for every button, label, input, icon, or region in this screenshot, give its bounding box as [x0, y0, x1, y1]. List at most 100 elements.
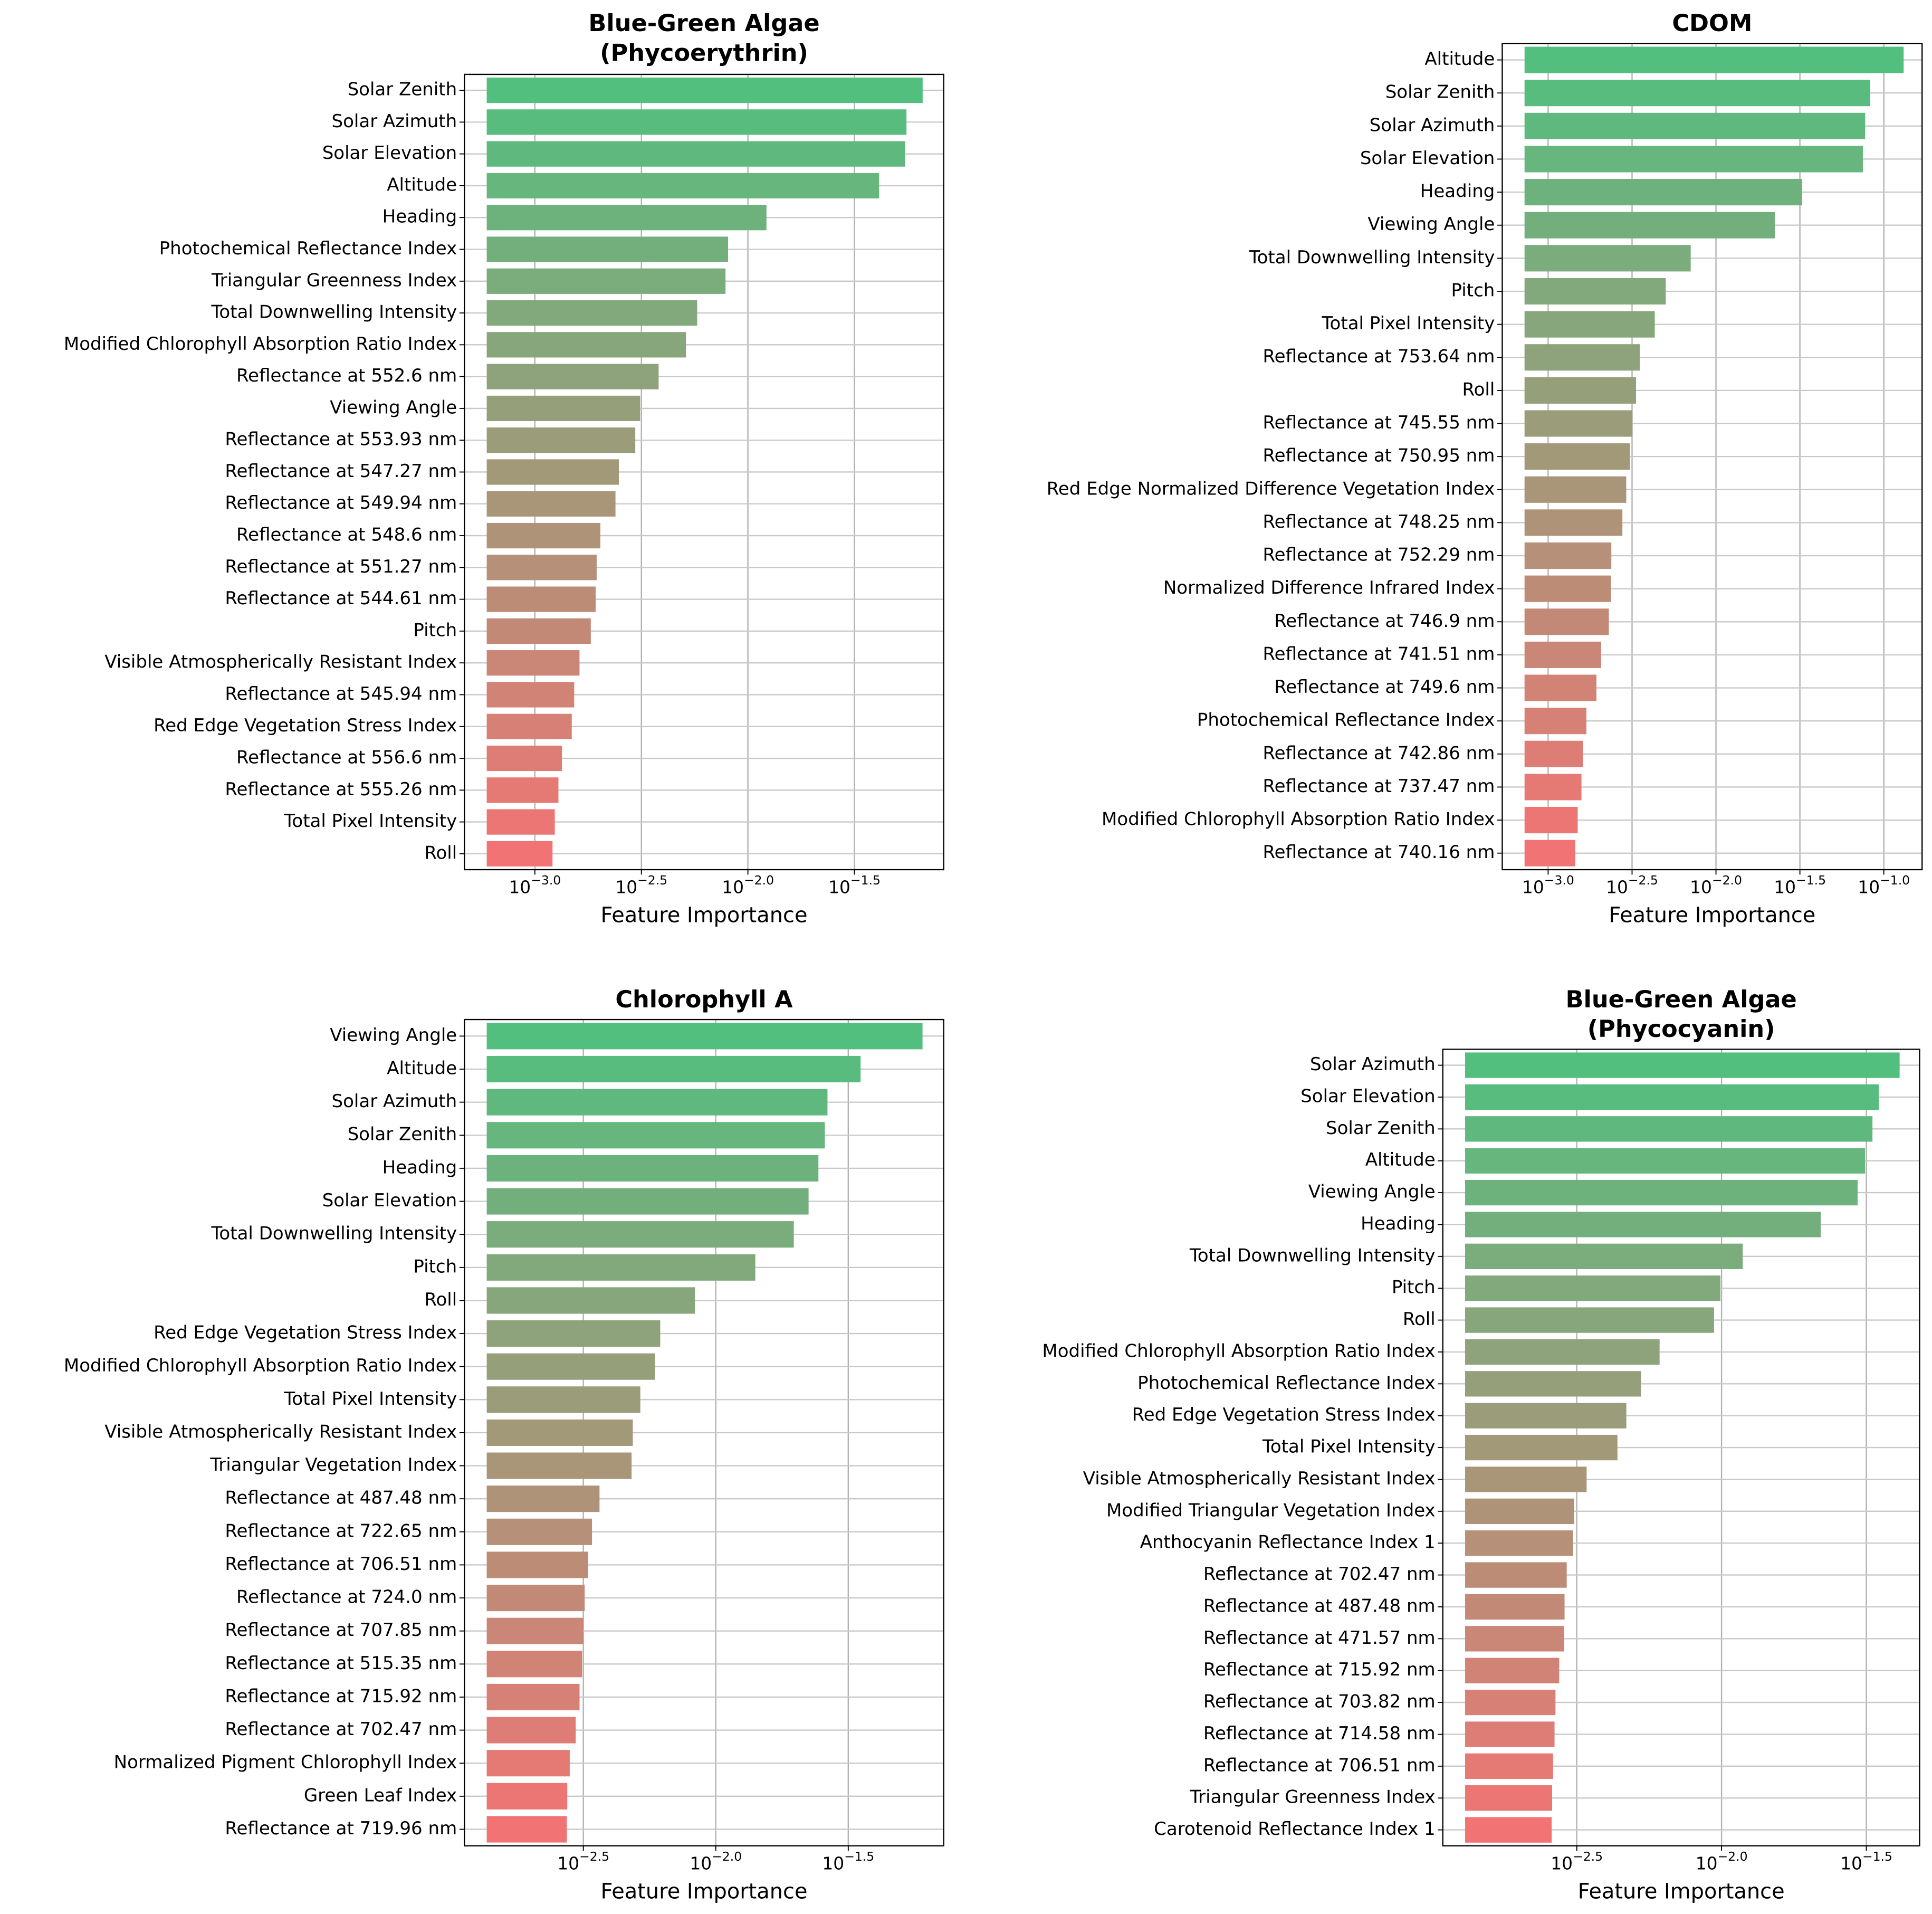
y-tick-label: Red Edge Vegetation Stress Index: [154, 1322, 457, 1344]
y-tick-label: Normalized Pigment Chlorophyll Index: [114, 1752, 457, 1773]
bar: [1524, 608, 1609, 635]
bar: [486, 1188, 809, 1215]
bar: [1524, 674, 1596, 701]
bar: [486, 1750, 570, 1777]
bar: [1465, 1594, 1565, 1620]
bar: [1524, 740, 1583, 767]
y-tick-label: Roll: [1403, 1309, 1436, 1330]
y-tick-label: Photochemical Reflectance Index: [159, 238, 457, 259]
y-tick-label: Solar Zenith: [1326, 1118, 1436, 1139]
bar: [1524, 46, 1904, 73]
bar: [1465, 1307, 1714, 1333]
y-tick-label: Modified Chlorophyll Absorption Ratio In…: [1042, 1340, 1435, 1361]
bar: [486, 141, 905, 167]
y-tick-label: Reflectance at 740.16 nm: [1263, 842, 1495, 863]
y-tick-label: Red Edge Normalized Difference Vegetatio…: [1047, 478, 1495, 499]
y-tick-label: Green Leaf Index: [304, 1785, 457, 1806]
y-tick-label: Reflectance at 741.51 nm: [1263, 643, 1495, 664]
x-tick-label: 10−2.0: [722, 873, 774, 898]
y-tick-label: Visible Atmospherically Resistant Index: [1083, 1468, 1436, 1489]
y-tick-label: Total Pixel Intensity: [1262, 1436, 1436, 1458]
bar: [1524, 443, 1630, 470]
y-tick-label: Reflectance at 749.6 nm: [1274, 677, 1495, 698]
x-tick-label: 10−1.0: [1858, 873, 1910, 898]
y-tick-label: Altitude: [387, 174, 457, 195]
plot-frame: [464, 1018, 944, 1846]
plot-frame: [1501, 43, 1923, 871]
chart-title: CDOM: [1672, 9, 1752, 37]
bar: [1465, 1275, 1720, 1301]
y-tick-label: Pitch: [1392, 1277, 1436, 1298]
y-tick-label: Solar Elevation: [1300, 1085, 1436, 1107]
bar: [486, 1617, 584, 1644]
bar: [486, 427, 636, 453]
x-tick-label: 10−1.5: [1840, 1849, 1892, 1873]
bar: [1465, 1562, 1567, 1588]
y-tick-label: Viewing Angle: [330, 1025, 457, 1046]
y-tick-label: Reflectance at 745.55 nm: [1263, 412, 1495, 433]
bar: [486, 1518, 592, 1545]
y-tick-label: Viewing Angle: [1367, 214, 1495, 235]
bar: [486, 682, 575, 708]
bar: [1524, 641, 1601, 668]
y-tick-label: Reflectance at 737.47 nm: [1263, 776, 1495, 797]
bar: [1465, 1785, 1552, 1811]
y-tick-label: Triangular Vegetation Index: [209, 1454, 457, 1475]
bar: [1465, 1243, 1743, 1269]
bar: [486, 1717, 576, 1744]
x-tick-label: 10−2.5: [557, 1849, 609, 1873]
bar: [1465, 1689, 1556, 1716]
y-tick-label: Photochemical Reflectance Index: [1137, 1373, 1436, 1394]
bar: [486, 586, 596, 612]
bar: [1524, 708, 1586, 735]
plot-frame: [1442, 1049, 1920, 1846]
bar: [1524, 542, 1612, 569]
y-tick-label: Red Edge Vegetation Stress Index: [154, 715, 457, 736]
y-tick-label: Roll: [424, 1289, 457, 1310]
y-tick-label: Modified Triangular Vegetation Index: [1106, 1500, 1436, 1521]
bar: [486, 1122, 825, 1149]
bar: [1465, 1626, 1564, 1652]
y-tick-label: Anthocyanin Reflectance Index 1: [1140, 1532, 1436, 1553]
y-tick-label: Solar Azimuth: [1370, 115, 1495, 136]
bar: [486, 1287, 695, 1314]
bar: [486, 395, 640, 422]
y-tick-label: Visible Atmospherically Resistant Index: [104, 652, 457, 673]
bar: [486, 1055, 861, 1083]
chart-title: Chlorophyll A: [615, 986, 793, 1013]
plot-frame: [464, 73, 944, 871]
y-tick-label: Reflectance at 551.27 nm: [225, 556, 457, 577]
y-tick-label: Solar Zenith: [1385, 82, 1495, 103]
y-tick-label: Reflectance at 706.51 nm: [225, 1554, 457, 1575]
y-tick-label: Reflectance at 746.9 nm: [1274, 611, 1495, 632]
bar: [486, 236, 729, 262]
y-tick-label: Visible Atmospherically Resistant Index: [104, 1421, 457, 1442]
bar: [486, 1651, 582, 1678]
y-tick-label: Reflectance at 487.48 nm: [225, 1488, 457, 1509]
y-tick-label: Reflectance at 750.95 nm: [1263, 445, 1495, 466]
bar: [1465, 1148, 1866, 1174]
bar: [1465, 1371, 1641, 1397]
x-axis-label: Feature Importance: [1609, 903, 1815, 928]
bar: [1524, 179, 1802, 206]
y-tick-label: Reflectance at 544.61 nm: [225, 588, 457, 609]
y-tick-label: Reflectance at 515.35 nm: [225, 1653, 457, 1674]
bar: [486, 364, 659, 389]
y-tick-label: Total Downwelling Intensity: [211, 302, 457, 323]
bar: [1465, 1817, 1552, 1843]
bar: [1524, 344, 1640, 371]
y-tick-label: Total Pixel Intensity: [1322, 313, 1495, 334]
y-tick-label: Solar Elevation: [322, 142, 457, 164]
bar: [486, 109, 907, 135]
bar: [486, 268, 726, 294]
y-tick-label: Reflectance at 715.92 nm: [1203, 1659, 1436, 1680]
y-tick-label: Reflectance at 714.58 nm: [1203, 1723, 1436, 1744]
bar: [1524, 245, 1691, 272]
bar: [486, 332, 686, 358]
y-tick-label: Reflectance at 742.86 nm: [1263, 742, 1495, 764]
bar: [1524, 410, 1633, 437]
y-tick-label: Heading: [1420, 181, 1495, 202]
bar: [1524, 774, 1582, 801]
bar: [1465, 1434, 1618, 1461]
bar: [1465, 1498, 1574, 1524]
